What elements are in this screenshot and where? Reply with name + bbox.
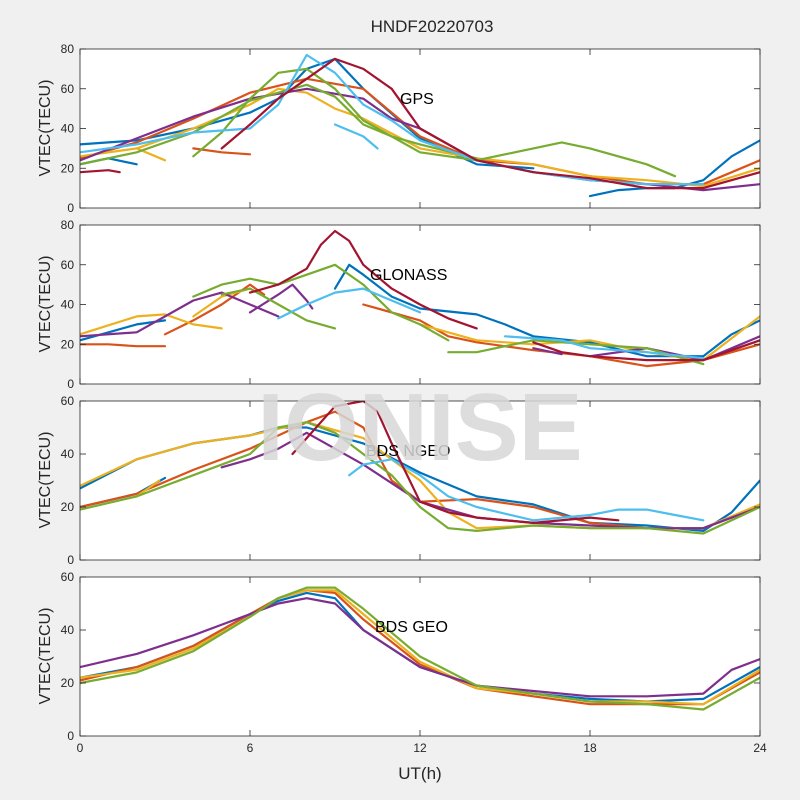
y-tick-label: 60 [61, 258, 75, 272]
y-tick-label: 0 [67, 729, 74, 743]
series-line [503, 335, 705, 360]
figure-title: HNDF20220703 [371, 17, 494, 36]
series-line [80, 597, 760, 698]
y-tick-label: 0 [67, 553, 74, 567]
series-line [80, 53, 705, 186]
series-line [333, 263, 760, 358]
series-line [80, 343, 167, 348]
series-line [80, 83, 478, 166]
series-line [80, 421, 760, 535]
y-tick-label: 40 [61, 122, 75, 136]
y-tick-label: 0 [67, 377, 74, 391]
series-line [192, 263, 450, 342]
y-tick-label: 60 [61, 82, 75, 96]
x-tick-label: 0 [77, 741, 84, 755]
series-line [80, 589, 760, 706]
series-line [291, 401, 620, 524]
series-line [277, 287, 422, 320]
series-line [80, 313, 223, 336]
series-line [80, 291, 280, 338]
series-line [532, 347, 563, 356]
subplot-gps: 0 20 40 60 80 VTEC(TECU) GPS [37, 42, 761, 215]
y-tick-label: 60 [61, 394, 75, 408]
x-tick-label: 18 [583, 741, 597, 755]
series-line [248, 229, 478, 330]
series-line [532, 339, 760, 362]
y-axis-label: VTEC(TECU) [37, 432, 54, 529]
y-tick-label: 0 [67, 201, 74, 215]
y-axis-label: VTEC(TECU) [37, 608, 54, 705]
y-tick-label: 20 [61, 676, 75, 690]
series-line [135, 479, 161, 498]
y-tick-label: 80 [61, 42, 75, 56]
series-line [80, 87, 760, 188]
series-group [80, 586, 760, 711]
y-tick-label: 20 [61, 500, 75, 514]
series-line [80, 169, 121, 174]
series-line [220, 287, 337, 330]
series-line [333, 123, 379, 150]
subplot-bds-ngeo: 0 20 40 60 VTEC(TECU) BDS NGEO [37, 394, 761, 567]
series-line [163, 283, 266, 336]
series-group [80, 401, 760, 535]
subplot-bds-geo: 0 6 12 18 24 0 20 40 60 VTEC(TECU) BDS GEO [37, 570, 767, 755]
y-tick-label: 20 [61, 161, 75, 175]
watermark: IONISE [257, 374, 582, 481]
x-tick-label: 12 [413, 741, 427, 755]
x-axis-label: UT(h) [398, 764, 441, 783]
series-line [80, 586, 760, 711]
constellation-label: GPS [400, 91, 434, 108]
y-axis-label: VTEC(TECU) [37, 80, 54, 177]
series-group [80, 229, 760, 368]
y-tick-label: 60 [61, 570, 75, 584]
y-tick-label: 40 [61, 447, 75, 461]
y-tick-label: 40 [61, 623, 75, 637]
x-tick-label: 24 [753, 741, 767, 755]
y-tick-label: 40 [61, 298, 75, 312]
series-line [447, 339, 705, 366]
y-axis-label: VTEC(TECU) [37, 256, 54, 353]
y-tick-label: 80 [61, 218, 75, 232]
series-line [220, 57, 760, 190]
constellation-label: BDS NGEO [366, 443, 450, 460]
constellation-label: BDS GEO [375, 619, 448, 636]
y-tick-label: 20 [61, 337, 75, 351]
series-group [80, 53, 760, 198]
constellation-label: GLONASS [370, 267, 447, 284]
x-tick-label: 6 [247, 741, 254, 755]
series-line [348, 458, 705, 522]
subplot-glonass: 0 20 40 60 80 VTEC(TECU) GLONASS [37, 218, 761, 391]
